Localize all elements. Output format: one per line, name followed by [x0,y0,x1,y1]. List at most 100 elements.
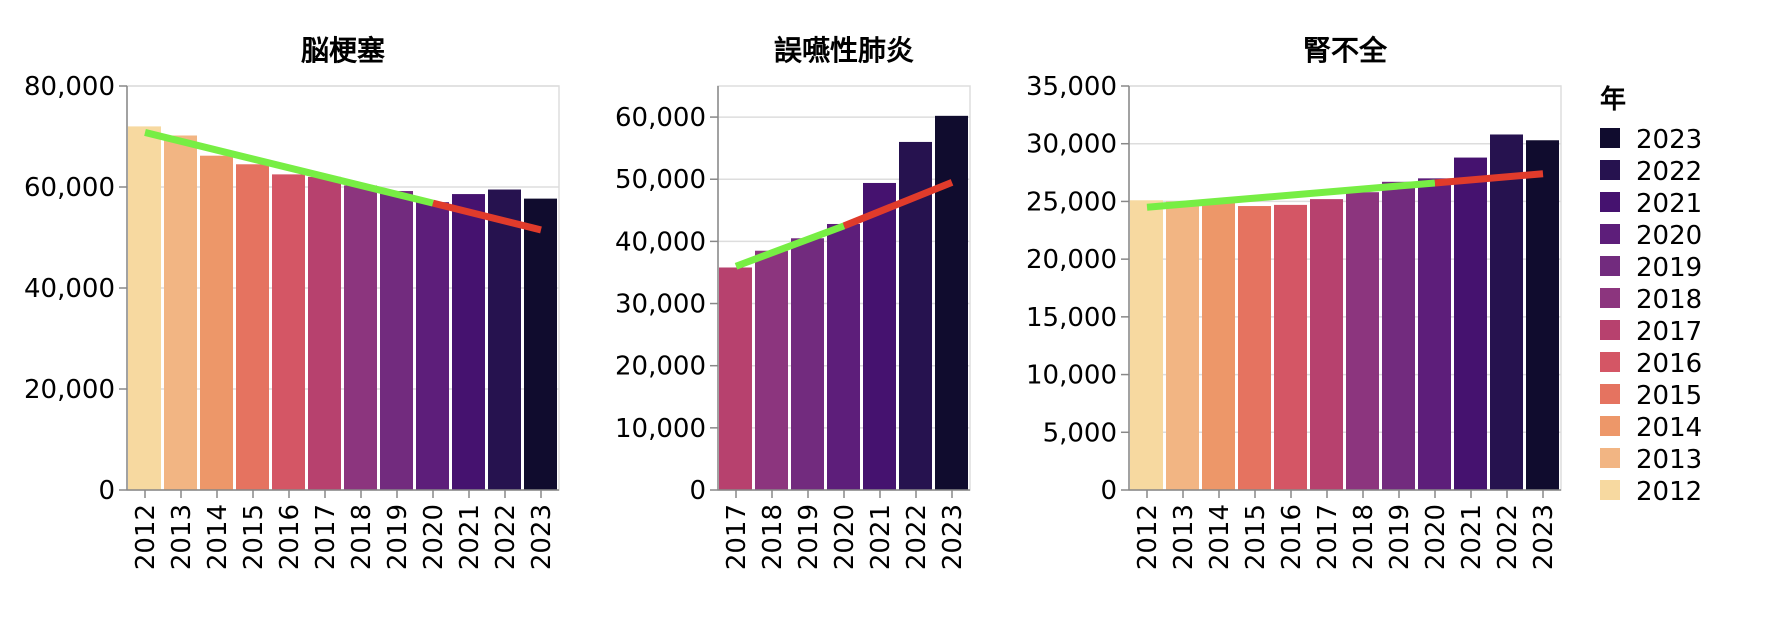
legend-swatch [1600,320,1620,340]
x-tick-label: 2022 [1493,504,1523,570]
x-tick-label: 2019 [383,504,413,570]
y-tick-label: 30,000 [615,290,706,320]
y-tick-label: 80,000 [24,72,115,102]
bar-2016 [272,174,305,490]
legend-title: 年 [1600,84,1626,115]
trend-fit-line [1146,179,1436,211]
y-tick-label: 5,000 [1043,418,1117,448]
legend-label: 2013 [1636,445,1702,475]
legend-label: 2017 [1636,317,1702,347]
legend-item-2021: 2021 [1600,189,1702,219]
legend-item-2019: 2019 [1600,253,1702,283]
bar-2021 [452,194,485,490]
bar-2023 [935,115,968,490]
bar-2018 [755,250,788,490]
bar-2020 [416,202,449,490]
x-tick-label: 2012 [1133,504,1163,570]
legend-label: 2018 [1636,285,1702,315]
bar-2020 [827,223,860,490]
x-tick-label: 2012 [131,504,161,570]
bar-2015 [236,164,269,490]
legend-swatch [1600,256,1620,276]
y-tick-label: 60,000 [24,173,115,203]
legend-label: 2014 [1636,413,1702,443]
legend-item-2014: 2014 [1600,413,1702,443]
legend-item-2016: 2016 [1600,349,1702,379]
x-tick-label: 2017 [722,504,752,570]
bar-2013 [164,135,197,491]
chart-panel-2: 0 10,000 20,000 30,000 40,000 50,000 60,000 201… [615,34,971,570]
bar-2019 [1382,181,1415,490]
x-tick-label: 2023 [1529,504,1559,570]
legend-label: 2016 [1636,349,1702,379]
legend-item-2012: 2012 [1600,477,1702,507]
legend-swatch [1600,480,1620,500]
legend-swatch [1600,416,1620,436]
bar-2021 [863,182,896,490]
bar-2022 [1490,134,1523,491]
legend-item-2013: 2013 [1600,445,1702,475]
legend-swatch [1600,288,1620,308]
y-tick-label: 20,000 [615,352,706,382]
x-tick-label: 2019 [1385,504,1415,570]
bar-2017 [1310,199,1343,490]
x-tick-label: 2022 [902,504,932,570]
x-tick-label: 2016 [275,504,305,570]
legend-label: 2019 [1636,253,1702,283]
y-tick-label: 35,000 [1026,72,1117,102]
x-tick-label: 2023 [938,504,968,570]
bar-2012 [1130,200,1163,490]
bar-2021 [1454,157,1487,490]
y-tick-label: 20,000 [1026,245,1117,275]
y-tick-label: 20,000 [24,375,115,405]
trend-fit-line [144,129,434,207]
x-tick-label: 2020 [1421,504,1451,570]
bar-2016 [1274,204,1307,491]
bar-2015 [1238,206,1271,490]
legend: 年202320222021202020192018201720162015201… [1600,84,1702,507]
y-tick-label: 40,000 [24,274,115,304]
legend-swatch [1600,384,1620,404]
y-tick-label: 30,000 [1026,130,1117,160]
x-tick-label: 2021 [866,504,896,570]
chart-title: 誤嚥性肺炎 [774,34,914,67]
x-tick-label: 2019 [794,504,824,570]
trend-forecast-line [1434,170,1544,187]
x-tick-label: 2013 [1169,504,1199,570]
legend-swatch [1600,128,1620,148]
bar-2012 [128,126,161,491]
x-tick-label: 2016 [1277,504,1307,570]
x-tick-label: 2017 [311,504,341,570]
x-tick-label: 2013 [167,504,197,570]
y-tick-label: 0 [98,476,115,506]
x-tick-label: 2023 [527,504,557,570]
bar-2013 [1166,201,1199,490]
bar-2014 [1202,202,1235,490]
legend-swatch [1600,448,1620,468]
chart-title: 腎不全 [1303,34,1388,67]
bar-2019 [791,238,824,490]
bar-2022 [488,189,521,490]
legend-swatch [1600,352,1620,372]
bar-2023 [1526,140,1559,490]
legend-label: 2020 [1636,221,1702,251]
bar-2014 [200,155,233,490]
legend-label: 2022 [1636,157,1702,187]
legend-swatch [1600,160,1620,180]
y-tick-label: 40,000 [615,227,706,257]
legend-item-2015: 2015 [1600,381,1702,411]
bar-2017 [308,176,341,490]
legend-item-2020: 2020 [1600,221,1702,251]
legend-label: 2012 [1636,477,1702,507]
x-tick-label: 2015 [1241,504,1271,570]
chart-title: 脳梗塞 [301,34,385,67]
y-tick-label: 0 [1100,476,1117,506]
legend-swatch [1600,192,1620,212]
y-tick-label: 10,000 [615,414,706,444]
y-tick-label: 10,000 [1026,361,1117,391]
x-tick-label: 2022 [491,504,521,570]
bar-2017 [719,267,752,490]
